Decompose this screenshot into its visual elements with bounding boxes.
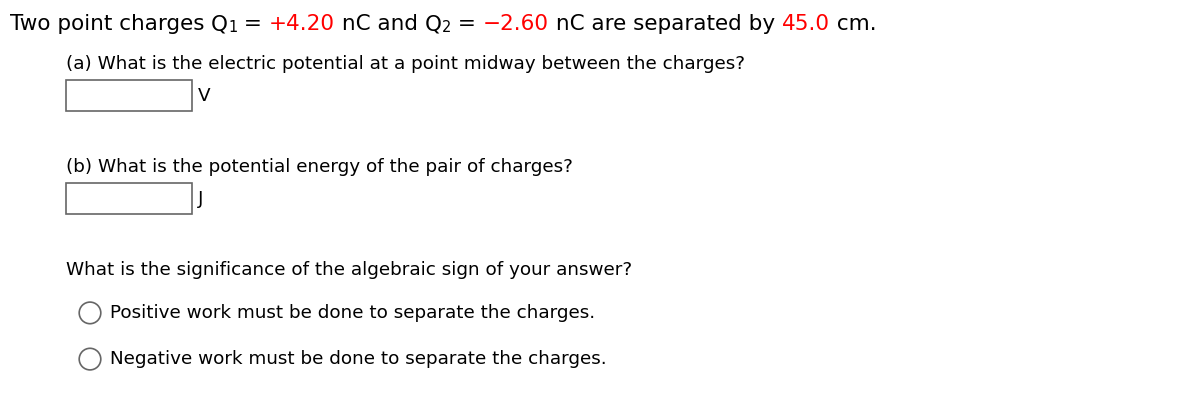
Text: 2: 2 [442,20,451,35]
Text: nC are separated by: nC are separated by [548,14,782,34]
Text: nC and: nC and [335,14,425,34]
Text: (b) What is the potential energy of the pair of charges?: (b) What is the potential energy of the … [66,158,572,176]
Text: −2.60: −2.60 [482,14,548,34]
Text: +4.20: +4.20 [269,14,335,34]
Text: (a) What is the electric potential at a point midway between the charges?: (a) What is the electric potential at a … [66,55,745,74]
Text: Positive work must be done to separate the charges.: Positive work must be done to separate t… [110,304,595,322]
Text: 1: 1 [228,20,238,35]
Text: cm.: cm. [830,14,877,34]
Text: 45.0: 45.0 [782,14,830,34]
Text: =: = [451,14,482,34]
Text: V: V [198,87,211,105]
Text: =: = [238,14,269,34]
Text: J: J [198,190,203,207]
Text: Q: Q [211,14,228,34]
Text: Two point charges: Two point charges [10,14,211,34]
Text: Negative work must be done to separate the charges.: Negative work must be done to separate t… [110,350,607,368]
Text: What is the significance of the algebraic sign of your answer?: What is the significance of the algebrai… [66,261,632,279]
Text: Q: Q [425,14,442,34]
